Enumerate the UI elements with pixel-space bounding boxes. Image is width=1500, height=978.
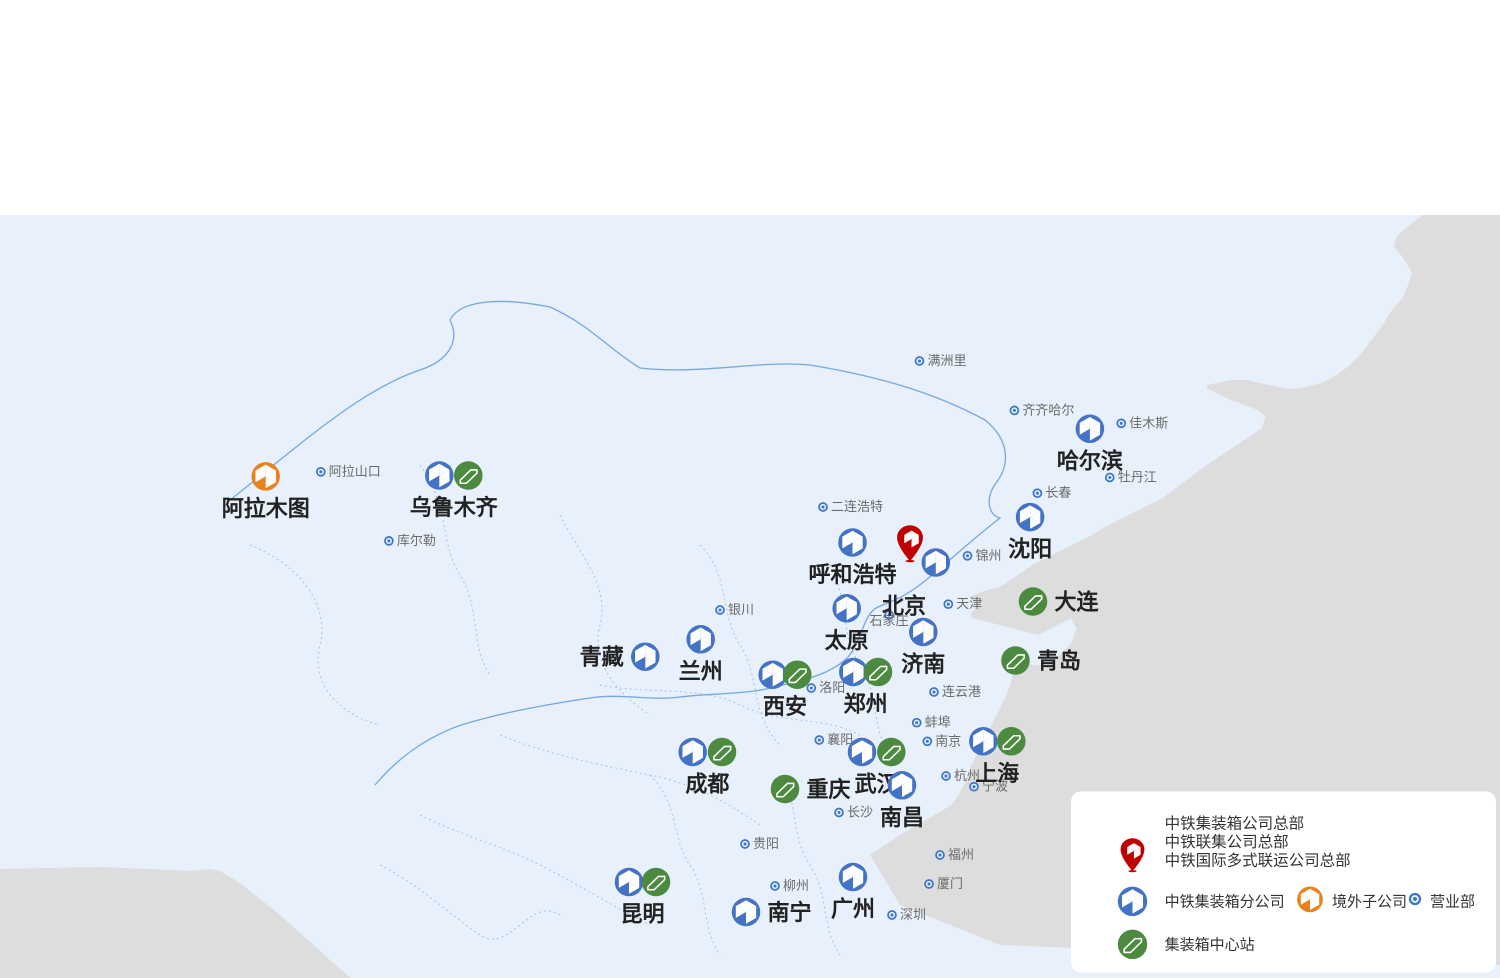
svg-text:襄阳: 襄阳	[827, 732, 853, 747]
svg-text:福州: 福州	[948, 847, 974, 862]
svg-text:佳木斯: 佳木斯	[1129, 415, 1168, 430]
svg-text:青岛: 青岛	[1037, 649, 1081, 674]
svg-text:境外子公司: 境外子公司	[1332, 892, 1407, 910]
svg-text:满洲里: 满洲里	[928, 353, 967, 368]
svg-text:牡丹江: 牡丹江	[1118, 470, 1157, 485]
svg-text:洛阳: 洛阳	[819, 680, 845, 695]
svg-text:齐齐哈尔: 齐齐哈尔	[1022, 402, 1074, 417]
svg-text:蚌埠: 蚌埠	[925, 715, 951, 730]
svg-text:二连浩特: 二连浩特	[831, 499, 883, 514]
svg-text:银川: 银川	[728, 602, 754, 617]
svg-text:南宁: 南宁	[768, 900, 812, 925]
svg-text:中铁联集公司总部: 中铁联集公司总部	[1165, 833, 1289, 851]
svg-text:成都: 成都	[685, 772, 729, 797]
svg-text:乌鲁木齐: 乌鲁木齐	[410, 495, 499, 520]
svg-text:库尔勒: 库尔勒	[397, 533, 436, 548]
svg-text:锦州: 锦州	[976, 548, 1002, 563]
svg-text:厦门: 厦门	[937, 876, 963, 891]
svg-text:长春: 长春	[1045, 485, 1071, 500]
svg-text:上海: 上海	[975, 761, 1019, 786]
svg-text:西安: 西安	[763, 694, 807, 719]
svg-text:柳州: 柳州	[783, 878, 809, 893]
svg-text:南昌: 南昌	[880, 805, 924, 830]
svg-text:阿拉山口: 阿拉山口	[329, 464, 381, 479]
svg-text:集装箱中心站: 集装箱中心站	[1165, 936, 1255, 953]
svg-text:呼和浩特: 呼和浩特	[808, 562, 896, 587]
svg-text:大连: 大连	[1055, 590, 1100, 615]
svg-text:济南: 济南	[901, 652, 945, 677]
svg-text:哈尔滨: 哈尔滨	[1057, 448, 1123, 473]
svg-text:中铁集装箱分公司: 中铁集装箱分公司	[1165, 893, 1285, 910]
svg-text:中铁集装箱公司总部: 中铁集装箱公司总部	[1165, 814, 1305, 832]
svg-text:南京: 南京	[935, 733, 961, 748]
svg-text:青藏: 青藏	[580, 645, 624, 670]
svg-text:广州: 广州	[831, 897, 875, 922]
svg-text:郑州: 郑州	[844, 692, 888, 717]
svg-text:沈阳: 沈阳	[1008, 537, 1052, 562]
svg-text:重庆: 重庆	[807, 777, 851, 802]
svg-text:贵阳: 贵阳	[753, 836, 779, 851]
svg-text:长沙: 长沙	[847, 805, 873, 820]
svg-text:深圳: 深圳	[900, 907, 926, 922]
svg-text:中铁国际多式联运公司总部: 中铁国际多式联运公司总部	[1165, 852, 1351, 870]
svg-text:连云港: 连云港	[942, 684, 981, 699]
svg-text:营业部: 营业部	[1430, 893, 1475, 910]
svg-text:阿拉木图: 阿拉木图	[222, 496, 310, 521]
svg-text:兰州: 兰州	[679, 659, 723, 684]
svg-text:太原: 太原	[825, 628, 869, 653]
svg-text:天津: 天津	[956, 596, 982, 611]
svg-text:北京: 北京	[882, 594, 926, 619]
svg-text:昆明: 昆明	[620, 902, 664, 927]
